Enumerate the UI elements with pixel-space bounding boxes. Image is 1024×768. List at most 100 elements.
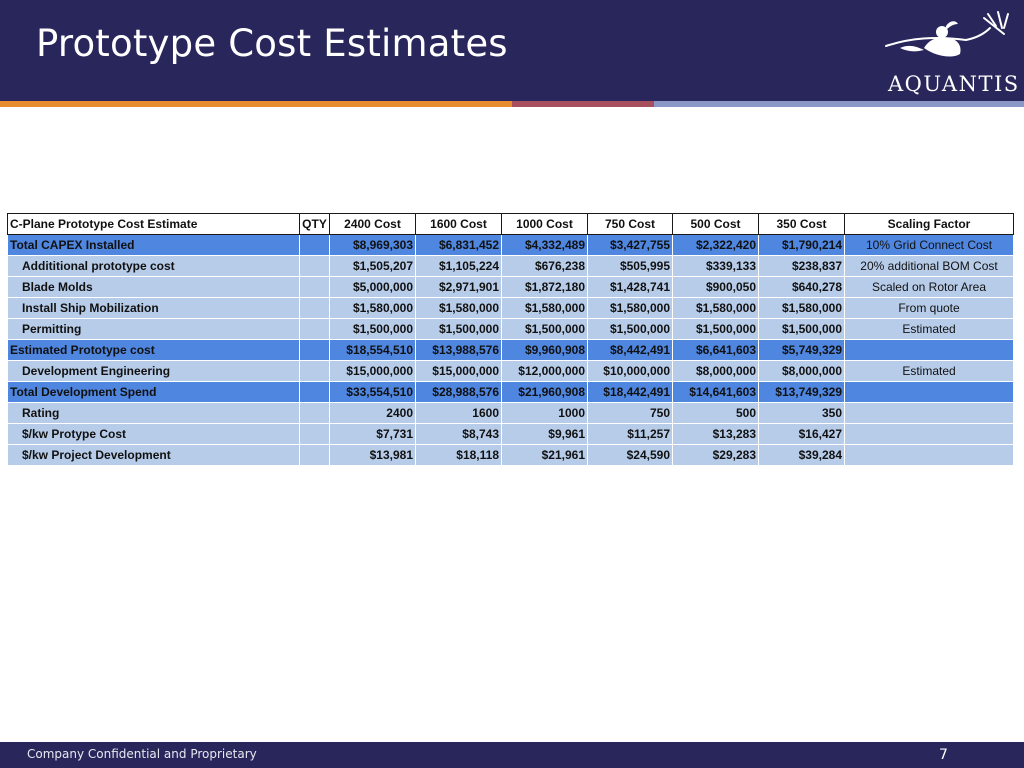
cost-cell: $13,283 <box>672 423 759 445</box>
row-label: Rating <box>7 402 300 424</box>
scaling-factor-cell: Estimated <box>844 360 1014 382</box>
cost-cell: $1,428,741 <box>587 276 673 298</box>
scaling-factor-cell: From quote <box>844 297 1014 319</box>
table-row: Blade Molds $5,000,000 $2,971,901 $1,872,18… <box>7 276 1014 298</box>
qty-cell <box>299 234 330 256</box>
cost-cell: $900,050 <box>672 276 759 298</box>
cost-cell: $33,554,510 <box>329 381 416 403</box>
table-row: Rating 2400 1600 1000 750 500 350 <box>7 402 1014 424</box>
cost-cell: $15,000,000 <box>415 360 502 382</box>
cost-cell: $8,442,491 <box>587 339 673 361</box>
qty-cell <box>299 276 330 298</box>
cost-cell: $5,749,329 <box>758 339 845 361</box>
table-row: Addititional prototype cost $1,505,207 $1,… <box>7 255 1014 277</box>
scaling-factor-cell: 10% Grid Connect Cost <box>844 234 1014 256</box>
cost-cell: $1,505,207 <box>329 255 416 277</box>
cost-cell: $3,427,755 <box>587 234 673 256</box>
cost-cell: 1000 <box>501 402 588 424</box>
cost-cell: $29,283 <box>672 444 759 466</box>
qty-cell <box>299 339 330 361</box>
cost-cell: $1,500,000 <box>415 318 502 340</box>
cost-cell: $8,000,000 <box>758 360 845 382</box>
slide-header: Prototype Cost Estimates AQUANTIS <box>0 0 1024 101</box>
slide-footer: Company Confidential and Proprietary 7 <box>0 742 1024 768</box>
table-header-row: C-Plane Prototype Cost Estimate QTY 2400 C… <box>7 213 1014 235</box>
cost-cell: $1,580,000 <box>672 297 759 319</box>
cost-cell: $1,580,000 <box>587 297 673 319</box>
cost-cell: $1,580,000 <box>329 297 416 319</box>
cost-cell: $7,731 <box>329 423 416 445</box>
cost-cell: 500 <box>672 402 759 424</box>
accent-stripe-maroon <box>512 101 654 107</box>
cost-cell: $238,837 <box>758 255 845 277</box>
row-label: Total CAPEX Installed <box>7 234 300 256</box>
cost-cell: $1,500,000 <box>329 318 416 340</box>
column-header: C-Plane Prototype Cost Estimate <box>7 213 300 235</box>
column-header: 1000 Cost <box>501 213 588 235</box>
confidentiality-notice: Company Confidential and Proprietary <box>27 747 257 761</box>
cost-cell: $16,427 <box>758 423 845 445</box>
scaling-factor-cell: 20% additional BOM Cost <box>844 255 1014 277</box>
cost-cell: $8,000,000 <box>672 360 759 382</box>
cost-cell: $14,641,603 <box>672 381 759 403</box>
poseidon-trident-icon <box>885 11 1009 57</box>
cost-cell: $24,590 <box>587 444 673 466</box>
cost-cell: $11,257 <box>587 423 673 445</box>
aquantis-logo: AQUANTIS <box>880 8 1020 100</box>
scaling-factor-cell <box>844 381 1014 403</box>
row-label: Addititional prototype cost <box>7 255 300 277</box>
column-header: QTY <box>299 213 330 235</box>
scaling-factor-cell <box>844 402 1014 424</box>
cost-cell: $640,278 <box>758 276 845 298</box>
slide-title: Prototype Cost Estimates <box>36 22 508 65</box>
row-label: Install Ship Mobilization <box>7 297 300 319</box>
scaling-factor-cell: Scaled on Rotor Area <box>844 276 1014 298</box>
scaling-factor-cell: Estimated <box>844 318 1014 340</box>
qty-cell <box>299 423 330 445</box>
cost-cell: $18,118 <box>415 444 502 466</box>
cost-cell: $12,000,000 <box>501 360 588 382</box>
logo-wordmark: AQUANTIS <box>888 72 1020 96</box>
column-header: Scaling Factor <box>844 213 1014 235</box>
column-header: 500 Cost <box>672 213 759 235</box>
cost-cell: $9,960,908 <box>501 339 588 361</box>
table-row: Install Ship Mobilization $1,580,000 $1,58… <box>7 297 1014 319</box>
table-row: $/kw Project Development $13,981 $18,118 $2… <box>7 444 1014 466</box>
cost-cell: $1,500,000 <box>587 318 673 340</box>
cost-cell: $21,961 <box>501 444 588 466</box>
cost-cell: $13,749,329 <box>758 381 845 403</box>
cost-cell: $1,580,000 <box>501 297 588 319</box>
accent-stripe-orange <box>0 101 512 107</box>
cost-cell: $5,000,000 <box>329 276 416 298</box>
cost-cell: $6,831,452 <box>415 234 502 256</box>
accent-stripe-lavender <box>654 101 1024 107</box>
cost-cell: $1,872,180 <box>501 276 588 298</box>
cost-cell: $28,988,576 <box>415 381 502 403</box>
cost-cell: $2,971,901 <box>415 276 502 298</box>
column-header: 350 Cost <box>758 213 845 235</box>
cost-cell: $1,580,000 <box>415 297 502 319</box>
qty-cell <box>299 297 330 319</box>
table-row: Development Engineering $15,000,000 $15,00… <box>7 360 1014 382</box>
cost-cell: 1600 <box>415 402 502 424</box>
cost-cell: $1,500,000 <box>758 318 845 340</box>
page-number: 7 <box>939 747 948 763</box>
table-row: $/kw Protype Cost $7,731 $8,743 $9,961 $11,2… <box>7 423 1014 445</box>
cost-cell: $1,105,224 <box>415 255 502 277</box>
qty-cell <box>299 381 330 403</box>
row-label: Total Development Spend <box>7 381 300 403</box>
row-label: $/kw Project Development <box>7 444 300 466</box>
qty-cell <box>299 402 330 424</box>
table-row: Permitting $1,500,000 $1,500,000 $1,500,000… <box>7 318 1014 340</box>
cost-cell: $1,500,000 <box>672 318 759 340</box>
cost-cell: $339,133 <box>672 255 759 277</box>
cost-cell: $18,554,510 <box>329 339 416 361</box>
table-row: Estimated Prototype cost $18,554,510 $13,9… <box>7 339 1014 361</box>
cost-cell: $8,969,303 <box>329 234 416 256</box>
cost-cell: 350 <box>758 402 845 424</box>
cost-cell: $15,000,000 <box>329 360 416 382</box>
cost-cell: $2,322,420 <box>672 234 759 256</box>
scaling-factor-cell <box>844 444 1014 466</box>
scaling-factor-cell <box>844 339 1014 361</box>
cost-cell: $4,332,489 <box>501 234 588 256</box>
